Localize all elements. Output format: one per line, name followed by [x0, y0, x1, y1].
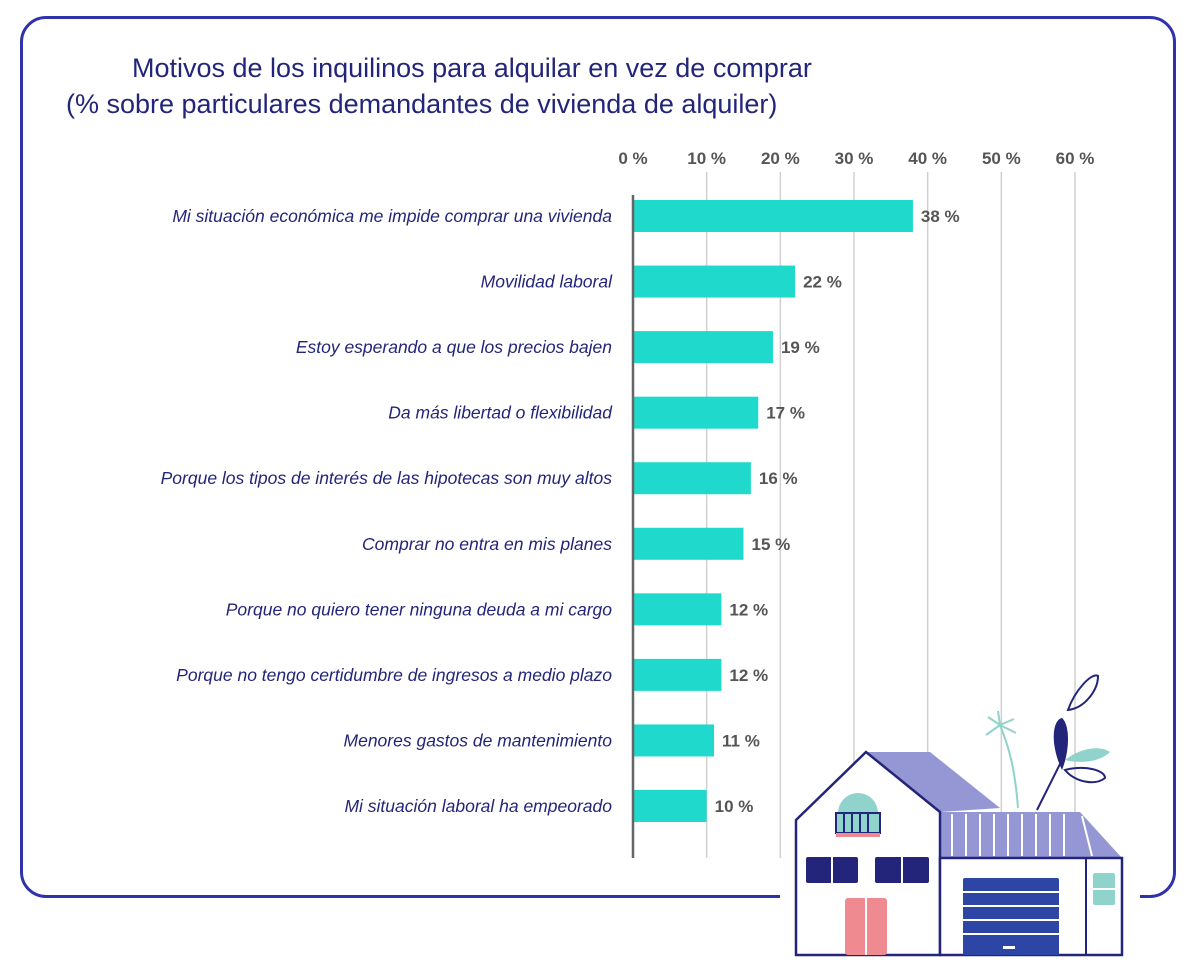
x-tick-label: 40 % [908, 149, 947, 168]
data-label: 38 % [921, 207, 960, 226]
data-label: 19 % [781, 338, 820, 357]
x-tick-label: 30 % [835, 149, 874, 168]
category-label: Comprar no entra en mis planes [362, 534, 612, 554]
bar [633, 462, 751, 495]
data-label: 16 % [759, 469, 798, 488]
bar [633, 593, 722, 626]
category-label: Mi situación laboral ha empeorado [344, 796, 612, 816]
data-label: 12 % [729, 666, 768, 685]
data-label: 10 % [715, 797, 754, 816]
bar [633, 724, 715, 757]
x-tick-label: 0 % [618, 149, 647, 168]
category-label: Porque no tengo certidumbre de ingresos … [176, 665, 612, 685]
chart-title: Motivos de los inquilinos para alquilar … [132, 53, 812, 83]
x-tick-label: 20 % [761, 149, 800, 168]
bar [633, 396, 759, 429]
category-label: Porque los tipos de interés de las hipot… [161, 468, 613, 488]
data-label: 22 % [803, 273, 842, 292]
category-label: Porque no quiero tener ninguna deuda a m… [226, 599, 613, 619]
category-label: Estoy esperando a que los precios bajen [296, 337, 612, 357]
bar [633, 527, 744, 560]
x-tick-label: 60 % [1056, 149, 1095, 168]
category-label: Movilidad laboral [481, 272, 613, 292]
category-label: Mi situación económica me impide comprar… [172, 206, 612, 226]
data-label: 11 % [722, 731, 760, 750]
bar [633, 200, 913, 232]
category-label: Menores gastos de mantenimiento [344, 730, 613, 750]
bar [633, 265, 796, 298]
data-label: 12 % [729, 600, 768, 619]
bar [633, 790, 707, 822]
chart-subtitle: (% sobre particulares demandantes de viv… [66, 89, 778, 119]
bar [633, 658, 722, 691]
data-label: 17 % [766, 404, 805, 423]
bar [633, 331, 773, 364]
data-label: 15 % [752, 535, 791, 554]
chart-frame [20, 16, 1176, 898]
category-label: Da más libertad o flexibilidad [388, 403, 613, 423]
x-tick-label: 10 % [687, 149, 726, 168]
chart-title-block: Motivos de los inquilinos para alquilar … [0, 50, 900, 122]
x-tick-label: 50 % [982, 149, 1021, 168]
